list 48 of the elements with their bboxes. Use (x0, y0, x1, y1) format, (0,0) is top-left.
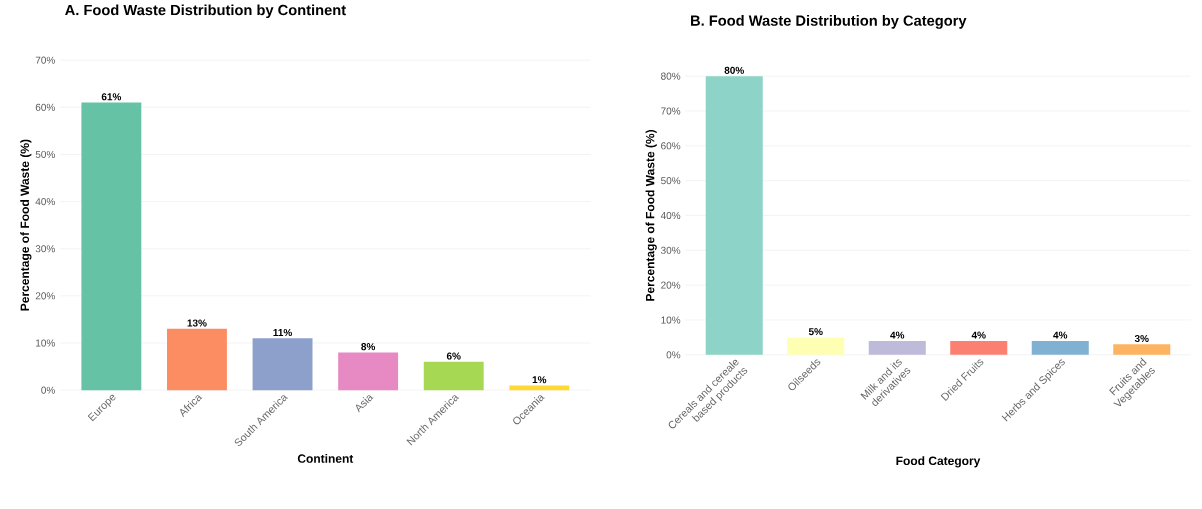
y-tick-label: 20% (35, 292, 55, 300)
y-axis-title: Percentage of Food Waste (%) (20, 139, 32, 311)
y-tick-label: 0% (666, 351, 681, 359)
data-label: 3% (1134, 335, 1149, 343)
data-label: 4% (971, 331, 986, 339)
y-tick-label: 70% (35, 56, 55, 64)
chart-title: B. Food Waste Distribution by Category (691, 15, 967, 29)
y-tick-label: 30% (35, 245, 55, 253)
bar (167, 328, 227, 391)
x-axis-title: Continent (297, 454, 354, 463)
data-label: 6% (446, 352, 461, 360)
bar (509, 385, 570, 391)
bar (950, 340, 1008, 355)
bar (787, 337, 845, 355)
y-tick-label: 40% (660, 212, 681, 220)
y-tick-label: 10% (36, 339, 55, 347)
y-tick-label: 10% (661, 316, 681, 324)
data-label: 13% (187, 319, 207, 327)
y-tick-label: 0% (41, 386, 55, 394)
bar (1031, 340, 1089, 355)
y-axis-title: Percentage of Food Waste (%) (645, 130, 657, 301)
y-tick-label: 50% (661, 177, 681, 185)
bar (868, 340, 926, 355)
x-tick-label: Asia (355, 395, 374, 413)
y-tick-label: 60% (661, 142, 681, 150)
data-label: 5% (808, 328, 823, 336)
data-label: 8% (361, 343, 376, 351)
bar (338, 352, 399, 391)
data-label: 80% (724, 66, 744, 74)
data-label: 4% (1053, 331, 1068, 339)
bar (1113, 344, 1171, 355)
y-tick-label: 60% (35, 103, 55, 111)
x-axis-title: Food Category (896, 456, 981, 468)
y-tick-label: 80% (661, 72, 681, 80)
bar (252, 338, 313, 391)
bar (705, 76, 763, 355)
data-label: 4% (890, 331, 905, 339)
data-label: 11% (273, 329, 292, 337)
y-tick-label: 20% (661, 281, 681, 289)
y-tick-label: 30% (660, 246, 681, 254)
y-tick-label: 50% (35, 150, 55, 159)
data-label: 61% (101, 93, 122, 101)
bar (81, 102, 142, 391)
data-label: 1% (532, 376, 547, 384)
y-tick-label: 70% (661, 107, 681, 115)
chart-title: A. Food Waste Distribution by Continent (65, 4, 346, 19)
bar (423, 361, 484, 391)
y-tick-label: 40% (35, 198, 55, 206)
